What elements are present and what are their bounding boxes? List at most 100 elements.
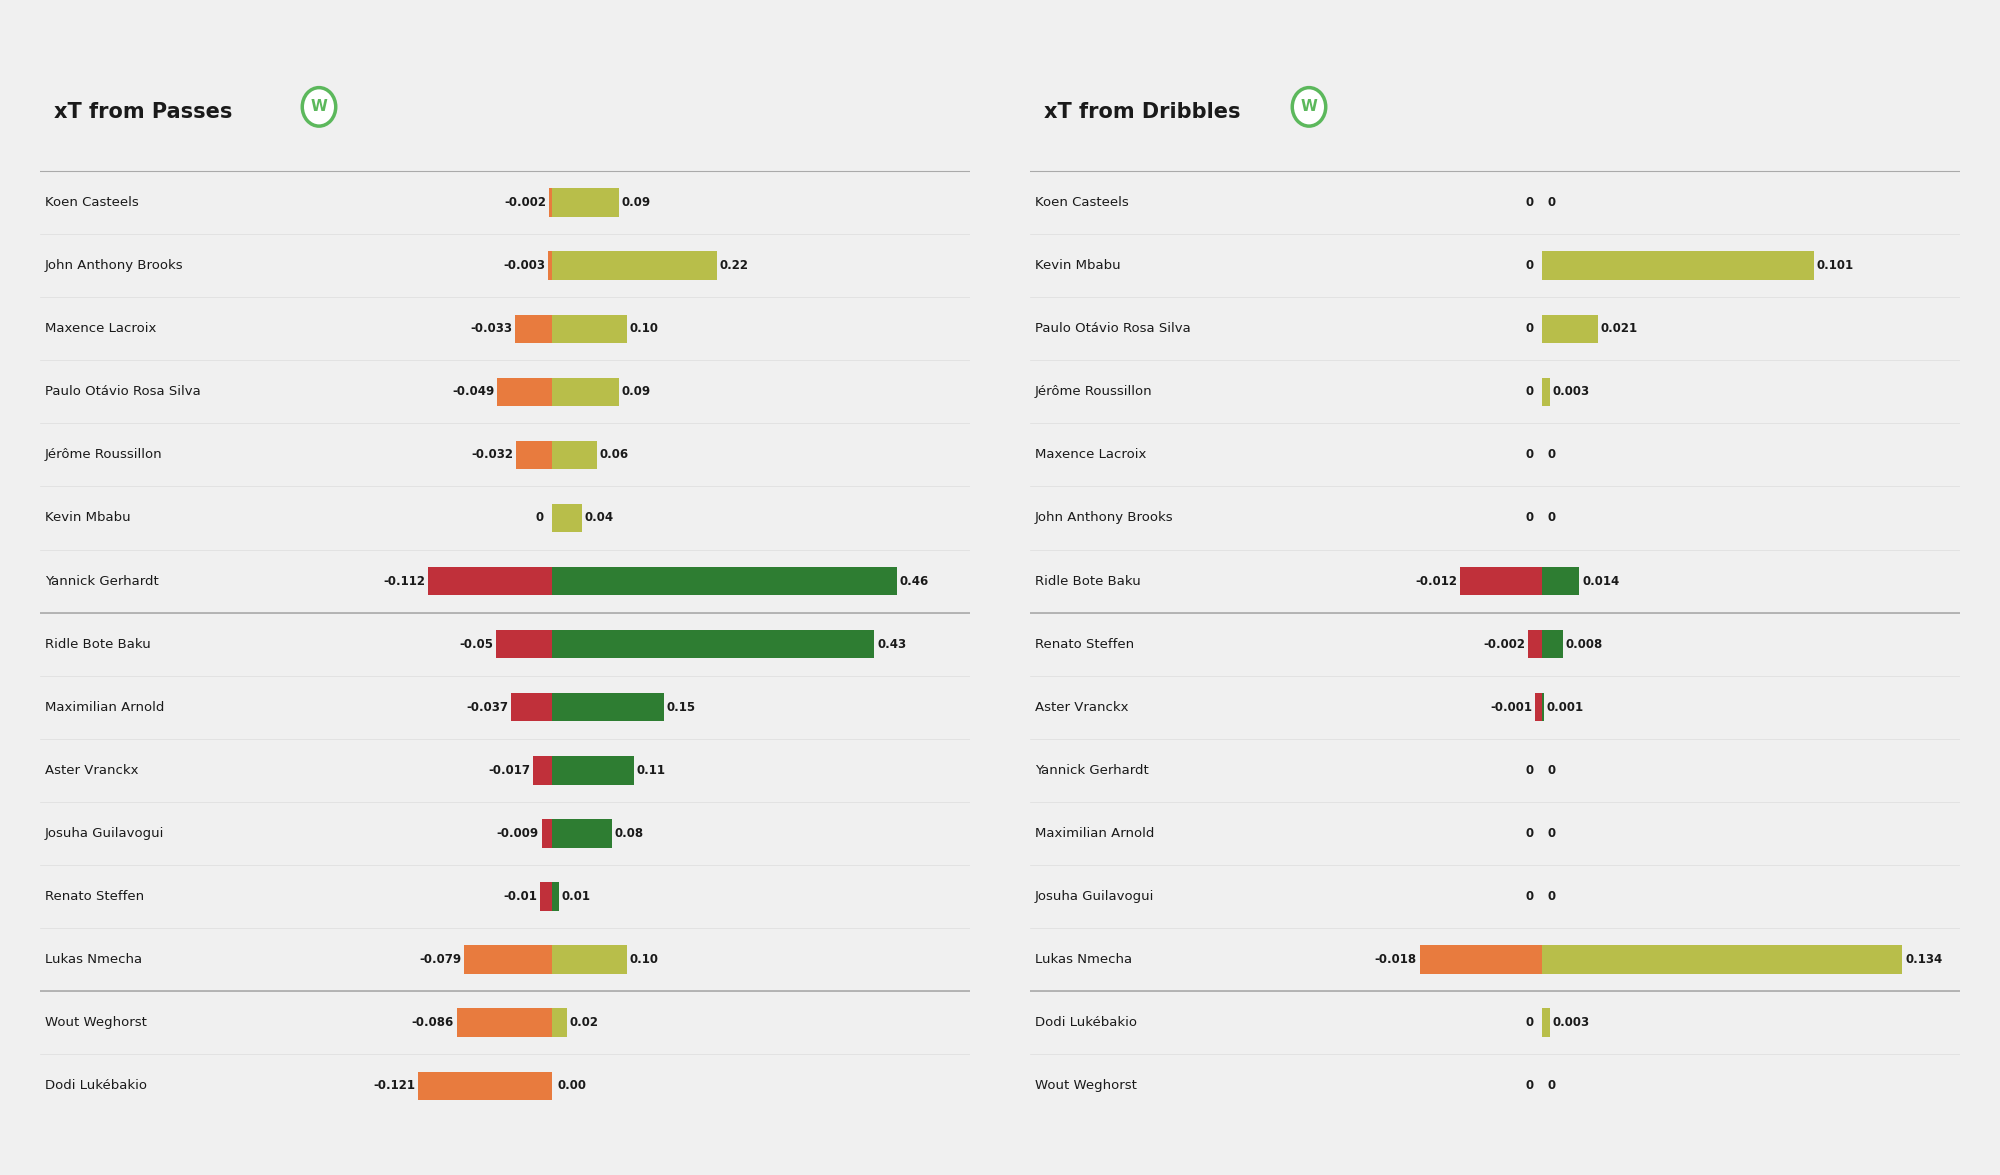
Text: 0: 0 xyxy=(536,511,544,524)
Text: 0.008: 0.008 xyxy=(1566,638,1604,651)
Text: 0.43: 0.43 xyxy=(878,638,906,651)
Text: 0: 0 xyxy=(1526,1080,1534,1093)
Text: 0.08: 0.08 xyxy=(614,827,644,840)
FancyBboxPatch shape xyxy=(1542,315,1598,343)
Text: 0: 0 xyxy=(1548,1080,1556,1093)
Text: Aster Vranckx: Aster Vranckx xyxy=(1034,700,1128,713)
Text: Lukas Nmecha: Lukas Nmecha xyxy=(44,953,142,966)
Text: -0.033: -0.033 xyxy=(470,322,512,335)
FancyBboxPatch shape xyxy=(510,693,552,721)
FancyBboxPatch shape xyxy=(552,188,620,216)
Text: -0.086: -0.086 xyxy=(412,1016,454,1029)
Text: Wout Weghorst: Wout Weghorst xyxy=(44,1016,146,1029)
Text: 0.04: 0.04 xyxy=(584,511,614,524)
Text: xT from Dribbles: xT from Dribbles xyxy=(1044,101,1240,121)
Text: 0: 0 xyxy=(1548,196,1556,209)
Text: 0.22: 0.22 xyxy=(720,260,748,273)
FancyBboxPatch shape xyxy=(496,630,552,658)
FancyBboxPatch shape xyxy=(552,315,626,343)
FancyBboxPatch shape xyxy=(1542,377,1550,407)
Text: 0.10: 0.10 xyxy=(630,322,658,335)
Text: 0: 0 xyxy=(1548,889,1556,904)
Text: 0: 0 xyxy=(1526,889,1534,904)
FancyBboxPatch shape xyxy=(1534,693,1542,721)
FancyBboxPatch shape xyxy=(1542,1008,1550,1036)
Text: Paulo Otávio Rosa Silva: Paulo Otávio Rosa Silva xyxy=(44,385,200,398)
Text: Jérôme Roussillon: Jérôme Roussillon xyxy=(1034,385,1152,398)
FancyBboxPatch shape xyxy=(552,251,716,280)
Text: -0.017: -0.017 xyxy=(488,764,530,777)
Text: 0: 0 xyxy=(1526,449,1534,462)
Text: Josuha Guilavogui: Josuha Guilavogui xyxy=(1034,889,1154,904)
Text: Paulo Otávio Rosa Silva: Paulo Otávio Rosa Silva xyxy=(1034,322,1190,335)
Text: 0: 0 xyxy=(1526,764,1534,777)
Text: 0: 0 xyxy=(1548,449,1556,462)
Text: Yannick Gerhardt: Yannick Gerhardt xyxy=(44,575,158,588)
Text: 0: 0 xyxy=(1526,196,1534,209)
Circle shape xyxy=(1292,88,1326,126)
FancyBboxPatch shape xyxy=(552,946,626,974)
FancyBboxPatch shape xyxy=(552,819,612,847)
Text: 0: 0 xyxy=(1526,1016,1534,1029)
Text: Aster Vranckx: Aster Vranckx xyxy=(44,764,138,777)
Text: Yannick Gerhardt: Yannick Gerhardt xyxy=(1034,764,1148,777)
Text: 0: 0 xyxy=(1526,260,1534,273)
FancyBboxPatch shape xyxy=(1542,693,1544,721)
Text: Dodi Lukébakio: Dodi Lukébakio xyxy=(1034,1016,1136,1029)
Text: 0.09: 0.09 xyxy=(622,385,652,398)
Text: Josuha Guilavogui: Josuha Guilavogui xyxy=(44,827,164,840)
FancyBboxPatch shape xyxy=(1542,251,1814,280)
FancyBboxPatch shape xyxy=(498,377,552,407)
FancyBboxPatch shape xyxy=(540,882,552,911)
FancyBboxPatch shape xyxy=(552,441,596,469)
Text: 0.15: 0.15 xyxy=(666,700,696,713)
Text: Maxence Lacroix: Maxence Lacroix xyxy=(44,322,156,335)
Text: Koen Casteels: Koen Casteels xyxy=(1034,196,1128,209)
FancyBboxPatch shape xyxy=(552,566,898,596)
Text: 0.01: 0.01 xyxy=(562,889,590,904)
FancyBboxPatch shape xyxy=(552,377,620,407)
Text: -0.037: -0.037 xyxy=(466,700,508,713)
Text: Kevin Mbabu: Kevin Mbabu xyxy=(1034,260,1120,273)
Text: 0: 0 xyxy=(1526,322,1534,335)
Text: -0.121: -0.121 xyxy=(374,1080,416,1093)
Circle shape xyxy=(302,88,336,126)
Text: xT from Passes: xT from Passes xyxy=(54,101,232,121)
FancyBboxPatch shape xyxy=(552,882,560,911)
FancyBboxPatch shape xyxy=(550,188,552,216)
Text: -0.018: -0.018 xyxy=(1374,953,1416,966)
Text: 0.003: 0.003 xyxy=(1552,385,1590,398)
Text: -0.002: -0.002 xyxy=(1484,638,1526,651)
Text: -0.01: -0.01 xyxy=(504,889,538,904)
FancyBboxPatch shape xyxy=(542,819,552,847)
Text: Jérôme Roussillon: Jérôme Roussillon xyxy=(44,449,162,462)
FancyBboxPatch shape xyxy=(1542,566,1580,596)
Text: 0.014: 0.014 xyxy=(1582,575,1620,588)
Text: -0.112: -0.112 xyxy=(384,575,426,588)
Text: 0.10: 0.10 xyxy=(630,953,658,966)
Text: 0.134: 0.134 xyxy=(1906,953,1942,966)
FancyBboxPatch shape xyxy=(464,946,552,974)
Text: W: W xyxy=(310,100,328,114)
FancyBboxPatch shape xyxy=(548,251,552,280)
FancyBboxPatch shape xyxy=(456,1008,552,1036)
FancyBboxPatch shape xyxy=(552,630,874,658)
Text: 0: 0 xyxy=(1548,511,1556,524)
Text: -0.003: -0.003 xyxy=(504,260,546,273)
FancyBboxPatch shape xyxy=(552,757,634,785)
FancyBboxPatch shape xyxy=(1528,630,1542,658)
Text: 0: 0 xyxy=(1526,511,1534,524)
FancyBboxPatch shape xyxy=(516,441,552,469)
Text: John Anthony Brooks: John Anthony Brooks xyxy=(44,260,184,273)
Text: Koen Casteels: Koen Casteels xyxy=(44,196,138,209)
FancyBboxPatch shape xyxy=(1542,946,1902,974)
Text: 0.02: 0.02 xyxy=(570,1016,598,1029)
FancyBboxPatch shape xyxy=(1420,946,1542,974)
Text: Ridle Bote Baku: Ridle Bote Baku xyxy=(1034,575,1140,588)
Text: -0.05: -0.05 xyxy=(460,638,494,651)
Text: -0.009: -0.009 xyxy=(496,827,538,840)
FancyBboxPatch shape xyxy=(1542,630,1564,658)
Text: Maximilian Arnold: Maximilian Arnold xyxy=(44,700,164,713)
Text: -0.001: -0.001 xyxy=(1490,700,1532,713)
FancyBboxPatch shape xyxy=(552,693,664,721)
